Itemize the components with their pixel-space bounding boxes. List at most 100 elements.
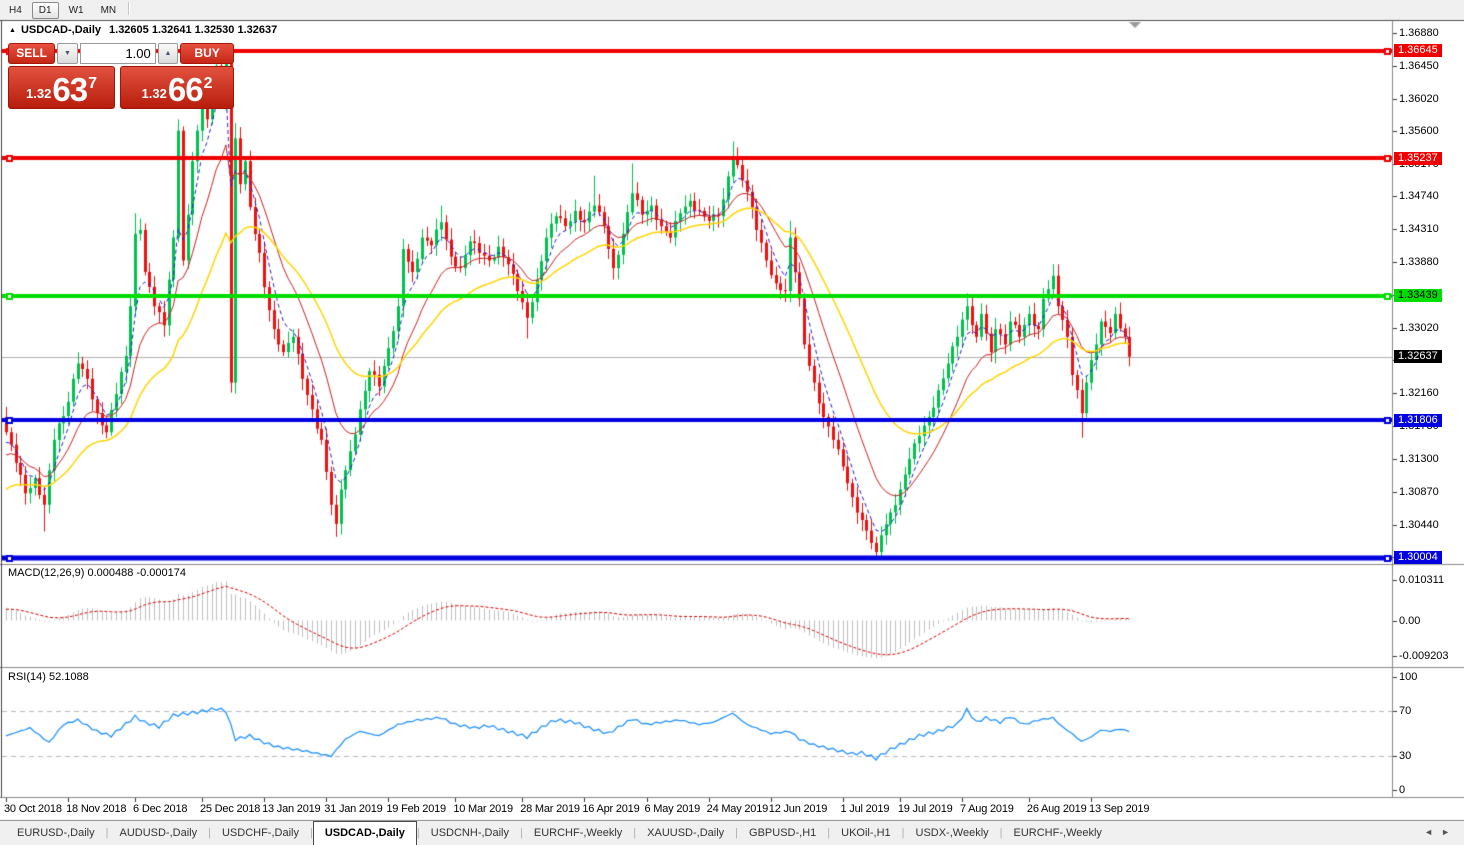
collapse-triangle-icon[interactable]: ▲ (9, 27, 16, 34)
price-tick-label: 1.36880 (1399, 27, 1439, 39)
price-tick-label: 1.34740 (1399, 190, 1439, 203)
timeframe-button-mn[interactable]: MN (100, 5, 117, 16)
tab-xauusd-daily[interactable]: XAUUSD-,Daily (647, 827, 725, 839)
date-tick-label: 31 Jan 2019 (324, 803, 383, 815)
tab-separator: | (901, 827, 905, 839)
sell-button[interactable]: SELL (8, 43, 56, 64)
tab-separator: | (735, 827, 739, 839)
tab-audusd-daily[interactable]: AUDUSD-,Daily (119, 827, 198, 839)
date-tick-label: 10 Mar 2019 (453, 803, 513, 815)
tab-eurchf-weekly[interactable]: EURCHF-,Weekly (533, 827, 623, 839)
price-level-badge: 1.36645 (1394, 44, 1442, 58)
date-tick-label: 6 Dec 2018 (133, 803, 188, 815)
buy-button[interactable]: BUY (180, 43, 234, 64)
price-tick-label: 1.35600 (1399, 124, 1439, 137)
tab-ukoil-h1[interactable]: UKOil-,H1 (841, 827, 891, 839)
rsi-axis-label: 0 (1399, 784, 1406, 797)
timeframe-button-h4[interactable]: H4 (9, 5, 22, 16)
price-tick-label: 1.31300 (1399, 452, 1439, 465)
tab-separator: | (827, 827, 831, 839)
buy-price-integer: 1.32 (141, 86, 167, 101)
tab-usdcnh-daily[interactable]: USDCNH-,Daily (430, 827, 509, 839)
macd-indicator-label: MACD(12,26,9) 0.000488 -0.000174 (8, 567, 186, 579)
timeframe-toolbar: H4 D1 W1 MN (0, 0, 1464, 20)
price-level-badge: 1.35237 (1394, 151, 1442, 165)
chart-title: ▲ USDCAD-,Daily 1.32605 1.32641 1.32530 1.… (9, 24, 277, 36)
chart-ohlc-values: 1.32605 1.32641 1.32530 1.32637 (109, 24, 278, 36)
tab-eurchf-weekly[interactable]: EURCHF-,Weekly (1013, 827, 1102, 839)
trade-prices-row: 1.32 63 7 1.32 66 2 (8, 66, 234, 109)
date-tick-label: 24 May 2019 (706, 803, 769, 815)
date-tick-label: 13 Sep 2019 (1089, 803, 1150, 815)
chevron-down-icon: ▼ (64, 50, 71, 57)
price-tick-label: 1.30870 (1399, 485, 1439, 498)
sell-price-integer: 1.32 (26, 86, 52, 101)
price-tick-label: 1.30440 (1399, 518, 1439, 531)
tab-scroll-right-icon[interactable]: ► (1441, 827, 1458, 837)
date-tick-label: 12 Jun 2019 (768, 803, 828, 815)
chevron-up-icon: ▲ (164, 50, 172, 57)
rsi-axis-label: 30 (1399, 750, 1412, 763)
macd-axis-label: 0.010311 (1399, 574, 1445, 587)
trade-controls-row: SELL ▼ ▲ BUY (8, 43, 234, 64)
price-tick-label: 1.33020 (1399, 321, 1439, 334)
macd-axis-label: 0.00 (1399, 614, 1421, 627)
date-tick-label: 1 Jul 2019 (840, 803, 890, 815)
volume-increase-button[interactable]: ▲ (157, 43, 179, 64)
volume-decrease-button[interactable]: ▼ (57, 43, 78, 64)
price-tick-label: 1.32160 (1399, 387, 1439, 400)
price-tick-label: 1.36020 (1399, 92, 1439, 105)
date-tick-label: 7 Aug 2019 (960, 803, 1014, 815)
sell-price-pip: 7 (88, 75, 97, 92)
macd-axis-label: -0.009203 (1399, 650, 1449, 663)
price-level-badge: 1.31806 (1394, 413, 1442, 427)
date-tick-label: 25 Dec 2018 (199, 803, 261, 815)
date-tick-label: 19 Feb 2019 (386, 803, 446, 815)
date-tick-label: 13 Jan 2019 (262, 803, 321, 815)
tab-scroll-arrows: ◄► (1424, 827, 1458, 837)
tab-separator: | (309, 827, 313, 839)
date-tick-label: 16 Apr 2019 (582, 803, 640, 815)
chart-symbol-label: USDCAD-,Daily (20, 24, 102, 36)
price-tick-label: 1.36450 (1399, 59, 1439, 72)
date-tick-label: 28 Mar 2019 (520, 803, 580, 815)
tab-separator: | (105, 827, 109, 839)
tab-usdx-weekly[interactable]: USDX-,Weekly (915, 827, 989, 839)
price-tick-label: 1.33880 (1399, 256, 1439, 268)
tab-eurusd-daily[interactable]: EURUSD-,Daily (17, 827, 95, 839)
sell-price-box[interactable]: 1.32 63 7 (8, 66, 116, 109)
date-tick-label: 26 Aug 2019 (1026, 803, 1087, 815)
date-tick-label: 19 Jul 2019 (897, 803, 953, 815)
price-tick-label: 1.34310 (1399, 223, 1439, 236)
rsi-axis-label: 70 (1399, 704, 1412, 717)
timeframe-button-d1[interactable]: D1 (31, 2, 59, 19)
buy-price-box[interactable]: 1.32 66 2 (120, 66, 234, 109)
date-tick-label: 6 May 2019 (644, 803, 701, 815)
date-tick-label: 18 Nov 2018 (66, 803, 127, 815)
buy-price-main: 66 (167, 71, 204, 108)
rsi-indicator-label: RSI(14) 52.1088 (8, 671, 89, 683)
sell-price-main: 63 (52, 71, 88, 108)
tab-separator: | (416, 827, 420, 839)
tab-scroll-left-icon[interactable]: ◄ (1424, 827, 1442, 837)
tab-usdcad-daily[interactable]: USDCAD-,Daily (312, 821, 417, 845)
tab-separator: | (520, 827, 523, 839)
buy-price-pip: 2 (203, 75, 213, 92)
toolbar-separator (128, 2, 131, 16)
rsi-axis-label: 100 (1399, 671, 1418, 683)
tab-separator: | (208, 827, 211, 839)
timeframe-button-w1[interactable]: W1 (68, 5, 84, 16)
tab-separator: | (633, 827, 637, 839)
price-level-badge: 1.32637 (1394, 350, 1442, 364)
volume-input[interactable] (79, 43, 156, 64)
price-level-badge: 1.33439 (1394, 289, 1442, 303)
tab-usdchf-daily[interactable]: USDCHF-,Daily (221, 827, 299, 839)
tab-gbpusd-h1[interactable]: GBPUSD-,H1 (749, 827, 817, 839)
date-tick-label: 30 Oct 2018 (4, 803, 62, 815)
price-level-badge: 1.30004 (1394, 551, 1442, 565)
tab-separator: | (999, 827, 1003, 839)
chart-tab-bar: EURUSD-,Daily | AUDUSD-,Daily | USDCHF-,Dail… (0, 820, 1464, 845)
